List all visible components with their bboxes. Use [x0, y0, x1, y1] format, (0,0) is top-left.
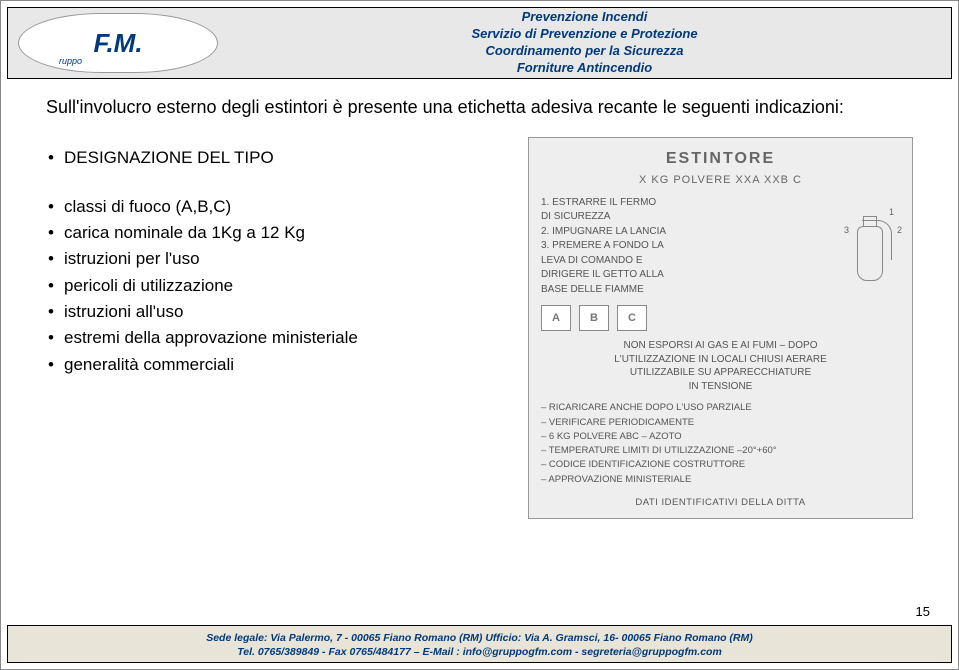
bullet-classi: classi di fuoco (A,B,C) [46, 194, 503, 220]
logo: F.M. ruppo [18, 13, 218, 73]
spec-6: – APPROVAZIONE MINISTERIALE [541, 473, 900, 487]
fire-class-icons: A B C [541, 305, 900, 331]
spec-2: – VERIFICARE PERIODICAMENTE [541, 416, 900, 430]
spec-5: – CODICE IDENTIFICAZIONE COSTRUTTORE [541, 458, 900, 472]
instructions-row: 1. ESTRARRE IL FERMO DI SICUREZZA 2. IMP… [541, 196, 900, 298]
diagram-num-3: 3 [844, 224, 849, 236]
step-3c: DIRIGERE IL GETTO ALLA [541, 268, 832, 282]
page-number: 15 [916, 604, 930, 619]
footer-bar: Sede legale: Via Palermo, 7 - 00065 Fian… [7, 625, 952, 663]
extinguisher-diagram: 1 2 3 [840, 196, 900, 286]
bullet-group-2: classi di fuoco (A,B,C) carica nominale … [46, 194, 503, 378]
bullet-group-1: DESIGNAZIONE DEL TIPO [46, 145, 503, 171]
warn-4: IN TENSIONE [541, 380, 900, 394]
logo-text: F.M. [93, 28, 142, 59]
bullet-istruzioni-uso: istruzioni per l'uso [46, 246, 503, 272]
bullet-generalita: generalità commerciali [46, 352, 503, 378]
spec-3: – 6 KG POLVERE ABC – AZOTO [541, 430, 900, 444]
header-line-2: Servizio di Prevenzione e Protezione [218, 26, 951, 43]
step-1a: 1. ESTRARRE IL FERMO [541, 196, 832, 210]
warn-2: L'UTILIZZAZIONE IN LOCALI CHIUSI AERARE [541, 353, 900, 367]
step-3b: LEVA DI COMANDO E [541, 254, 832, 268]
bullet-carica: carica nominale da 1Kg a 12 Kg [46, 220, 503, 246]
bullet-designazione: DESIGNAZIONE DEL TIPO [46, 145, 503, 171]
header-text: Prevenzione Incendi Servizio di Prevenzi… [218, 9, 951, 77]
step-2: 2. IMPUGNARE LA LANCIA [541, 225, 832, 239]
columns: DESIGNAZIONE DEL TIPO classi di fuoco (A… [46, 137, 913, 518]
diagram-num-1: 1 [889, 206, 894, 218]
bullet-pericoli: pericoli di utilizzazione [46, 273, 503, 299]
ext-hose [862, 220, 892, 260]
instructions-list: 1. ESTRARRE IL FERMO DI SICUREZZA 2. IMP… [541, 196, 832, 298]
header-line-3: Coordinamento per la Sicurezza [218, 43, 951, 60]
spec-1: – RICARICARE ANCHE DOPO L'USO PARZIALE [541, 401, 900, 415]
intro-text: Sull'involucro esterno degli estintori è… [46, 96, 913, 119]
label-title: ESTINTORE [541, 148, 900, 170]
bullet-estremi: estremi della approvazione ministeriale [46, 325, 503, 351]
diagram-num-2: 2 [897, 224, 902, 236]
footer-line-1: Sede legale: Via Palermo, 7 - 00065 Fian… [8, 631, 951, 645]
content-area: Sull'involucro esterno degli estintori è… [46, 96, 913, 609]
spec-4: – TEMPERATURE LIMITI DI UTILIZZAZIONE –2… [541, 444, 900, 458]
page: F.M. ruppo Prevenzione Incendi Servizio … [0, 0, 959, 670]
class-icon-b: B [579, 305, 609, 331]
bullet-istruzioni-all: istruzioni all'uso [46, 299, 503, 325]
label-subtitle: X KG POLVERE XXA XXB C [541, 173, 900, 188]
step-3a: 3. PREMERE A FONDO LA [541, 239, 832, 253]
step-1b: DI SICUREZZA [541, 210, 832, 224]
spec-list: – RICARICARE ANCHE DOPO L'USO PARZIALE –… [541, 401, 900, 487]
logo-main: F.M. [93, 28, 142, 58]
warning-block: NON ESPORSI AI GAS E AI FUMI – DOPO L'UT… [541, 339, 900, 393]
step-3d: BASE DELLE FIAMME [541, 283, 832, 297]
footer-line-2: Tel. 0765/389849 - Fax 0765/484177 – E-M… [8, 645, 951, 659]
warn-1: NON ESPORSI AI GAS E AI FUMI – DOPO [541, 339, 900, 353]
ditta-line: DATI IDENTIFICATIVI DELLA DITTA [541, 497, 900, 510]
header-line-1: Prevenzione Incendi [218, 9, 951, 26]
header-bar: F.M. ruppo Prevenzione Incendi Servizio … [7, 7, 952, 79]
header-line-4: Forniture Antincendio [218, 60, 951, 77]
extinguisher-label: ESTINTORE X KG POLVERE XXA XXB C 1. ESTR… [528, 137, 913, 518]
logo-sub: ruppo [59, 56, 82, 66]
warn-3: UTILIZZABILE SU APPARECCHIATURE [541, 366, 900, 380]
class-icon-c: C [617, 305, 647, 331]
left-column: DESIGNAZIONE DEL TIPO classi di fuoco (A… [46, 137, 503, 518]
class-icon-a: A [541, 305, 571, 331]
right-column: ESTINTORE X KG POLVERE XXA XXB C 1. ESTR… [528, 137, 913, 518]
